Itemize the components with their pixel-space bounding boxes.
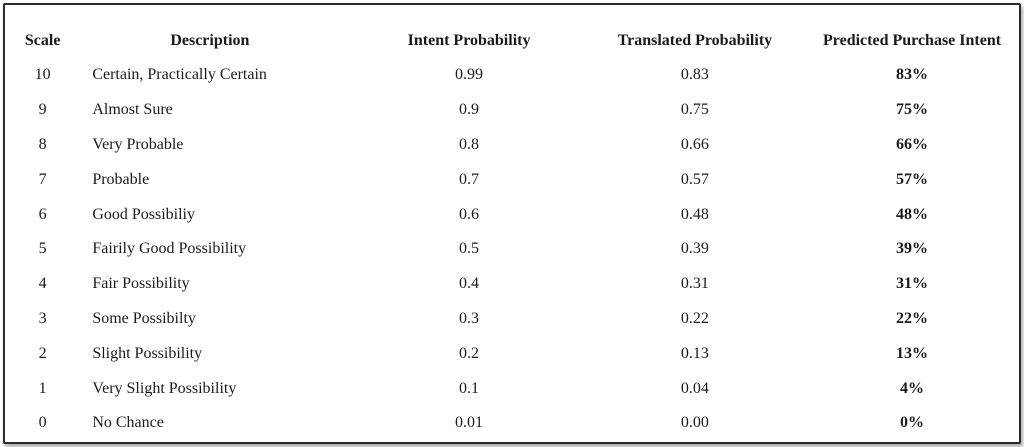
cell-description: Almost Sure: [92, 101, 173, 119]
cell-description: Certain, Practically Certain: [92, 66, 267, 84]
header-description: Description: [170, 32, 250, 49]
cell-intent-probability: 0.7: [459, 170, 480, 188]
table-row: 4 Fair Possibility 0.4 0.31 31%: [13, 267, 1019, 302]
cell-predicted-purchase-intent: 0%: [900, 414, 925, 432]
cell-translated-probability: 0.66: [680, 135, 709, 153]
cell-description: No Chance: [92, 414, 164, 432]
cell-description: Fair Possibility: [92, 275, 190, 293]
cell-description: Very Slight Possibility: [92, 379, 237, 397]
cell-predicted-purchase-intent: 48%: [896, 205, 929, 223]
cell-description: Fairily Good Possibility: [92, 240, 247, 258]
cell-scale: 3: [38, 309, 47, 327]
header-row: Scale Description Intent Probability Tra…: [13, 24, 1019, 58]
cell-intent-probability: 0.4: [459, 275, 480, 293]
cell-intent-probability: 0.5: [459, 240, 480, 258]
cell-predicted-purchase-intent: 4%: [900, 379, 925, 397]
cell-description: Slight Possibility: [92, 344, 203, 362]
purchase-intent-table: Scale Description Intent Probability Tra…: [13, 24, 1019, 441]
cell-scale: 10: [34, 66, 51, 84]
table-row: 7 Probable 0.7 0.57 57%: [13, 162, 1019, 197]
cell-intent-probability: 0.01: [455, 414, 484, 432]
cell-description: Good Possibiliy: [92, 205, 195, 223]
cell-predicted-purchase-intent: 39%: [896, 240, 929, 258]
cell-scale: 5: [38, 240, 47, 258]
table-frame: Scale Description Intent Probability Tra…: [3, 3, 1021, 444]
cell-predicted-purchase-intent: 13%: [896, 344, 929, 362]
cell-translated-probability: 0.39: [680, 240, 709, 258]
cell-translated-probability: 0.22: [680, 309, 709, 327]
cell-translated-probability: 0.13: [680, 344, 709, 362]
header-translated-probability: Translated Probability: [617, 32, 773, 49]
cell-translated-probability: 0.48: [680, 205, 709, 223]
cell-intent-probability: 0.1: [459, 379, 480, 397]
cell-predicted-purchase-intent: 22%: [896, 309, 929, 327]
table-row: 6 Good Possibiliy 0.6 0.48 48%: [13, 197, 1019, 232]
table-row: 8 Very Probable 0.8 0.66 66%: [13, 128, 1019, 163]
cell-intent-probability: 0.2: [459, 344, 480, 362]
table-row: 2 Slight Possibility 0.2 0.13 13%: [13, 336, 1019, 371]
cell-translated-probability: 0.57: [680, 170, 709, 188]
cell-scale: 8: [38, 135, 47, 153]
cell-description: Very Probable: [92, 135, 184, 153]
header-scale: Scale: [24, 32, 61, 49]
cell-intent-probability: 0.8: [459, 135, 480, 153]
cell-predicted-purchase-intent: 75%: [896, 101, 929, 119]
cell-intent-probability: 0.3: [459, 309, 480, 327]
cell-scale: 0: [38, 414, 47, 432]
table-row: 3 Some Possibilty 0.3 0.22 22%: [13, 302, 1019, 337]
cell-description: Some Possibilty: [92, 309, 196, 327]
cell-translated-probability: 0.83: [680, 66, 709, 84]
cell-translated-probability: 0.04: [680, 379, 709, 397]
table-row: 1 Very Slight Possibility 0.1 0.04 4%: [13, 371, 1019, 406]
cell-intent-probability: 0.9: [459, 101, 480, 119]
header-predicted-purchase-intent: Predicted Purchase Intent: [823, 32, 1002, 49]
cell-scale: 7: [38, 170, 47, 188]
cell-predicted-purchase-intent: 66%: [896, 135, 929, 153]
cell-scale: 1: [38, 379, 47, 397]
cell-predicted-purchase-intent: 57%: [896, 170, 929, 188]
cell-scale: 4: [38, 275, 47, 293]
table-row: 5 Fairily Good Possibility 0.5 0.39 39%: [13, 232, 1019, 267]
cell-translated-probability: 0.00: [680, 414, 709, 432]
cell-scale: 6: [38, 205, 47, 223]
cell-description: Probable: [92, 170, 150, 188]
cell-predicted-purchase-intent: 83%: [896, 66, 929, 84]
table-row: 0 No Chance 0.01 0.00 0%: [13, 406, 1019, 441]
cell-predicted-purchase-intent: 31%: [896, 275, 929, 293]
table-row: 9 Almost Sure 0.9 0.75 75%: [13, 93, 1019, 128]
table-row: 10 Certain, Practically Certain 0.99 0.83 83…: [13, 58, 1019, 93]
cell-translated-probability: 0.75: [680, 101, 709, 119]
header-intent-probability: Intent Probability: [407, 32, 531, 49]
cell-translated-probability: 0.31: [680, 275, 709, 293]
cell-scale: 9: [38, 101, 47, 119]
cell-scale: 2: [38, 344, 47, 362]
cell-intent-probability: 0.99: [455, 66, 484, 84]
cell-intent-probability: 0.6: [459, 205, 480, 223]
